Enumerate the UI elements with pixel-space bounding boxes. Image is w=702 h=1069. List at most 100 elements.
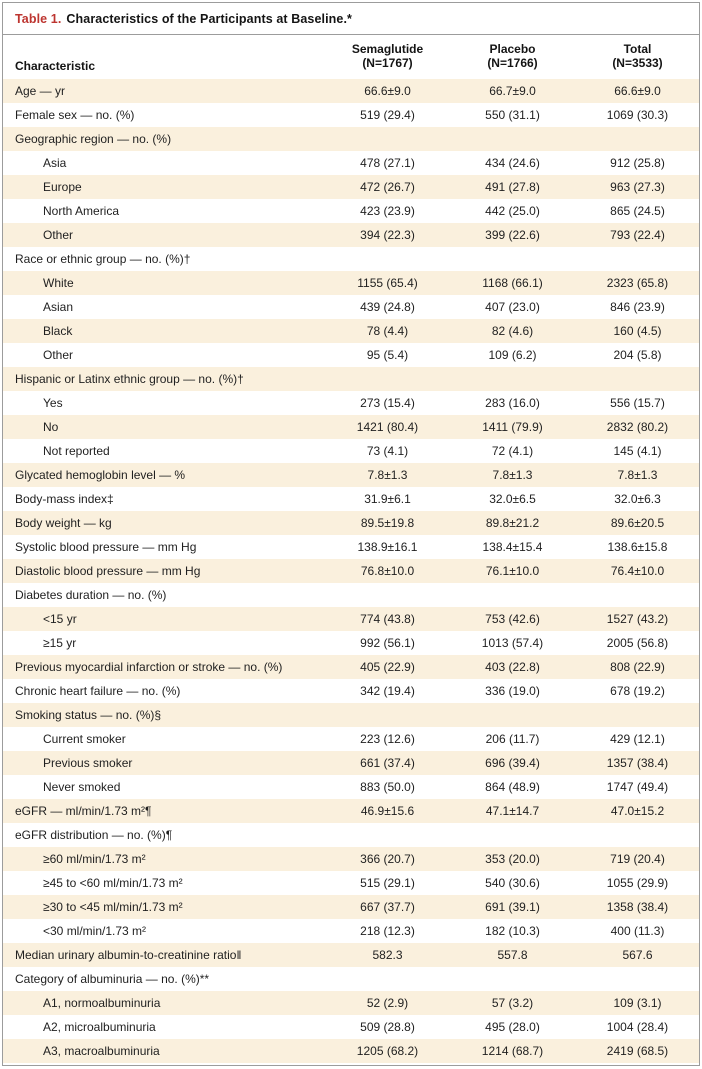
cell-value: 719 (20.4) bbox=[610, 852, 665, 866]
cell-value: 691 (39.1) bbox=[485, 900, 540, 914]
cell-value: 2419 (68.5) bbox=[606, 1044, 669, 1058]
cell-value bbox=[325, 583, 450, 607]
row-label: A2, microalbuminuria bbox=[43, 1020, 156, 1034]
cell-value: 407 (23.0) bbox=[485, 300, 540, 314]
row-label: Current smoker bbox=[43, 732, 126, 746]
cell-value bbox=[450, 967, 575, 991]
row-label: <15 yr bbox=[43, 612, 77, 626]
cell-value: 434 (24.6) bbox=[485, 156, 540, 170]
table-row: No 1421 (80.4) 1411 (79.9) 2832 (80.2) bbox=[3, 415, 699, 439]
table-row: <15 yr 774 (43.8) 753 (42.6) 1527 (43.2) bbox=[3, 607, 699, 631]
cell-value: 808 (22.9) bbox=[610, 660, 665, 674]
header-group-n: (N=3533) bbox=[612, 56, 663, 70]
cell-value: 57 (3.2) bbox=[491, 996, 534, 1010]
cell-value: 46.9±15.6 bbox=[360, 804, 415, 818]
table-row: Category of albuminuria — no. (%)** bbox=[3, 967, 699, 991]
cell-value: 864 (48.9) bbox=[485, 780, 540, 794]
cell-value: 439 (24.8) bbox=[360, 300, 415, 314]
cell-value: 138.6±15.8 bbox=[607, 540, 668, 554]
cell-value: 1527 (43.2) bbox=[606, 612, 669, 626]
table-row: Chronic heart failure — no. (%) 342 (19.4… bbox=[3, 679, 699, 703]
table-row: Smoking status — no. (%)§ bbox=[3, 703, 699, 727]
cell-value bbox=[450, 247, 575, 271]
row-label: Chronic heart failure — no. (%) bbox=[15, 684, 181, 698]
cell-value: 7.8±1.3 bbox=[367, 468, 408, 482]
cell-value: 883 (50.0) bbox=[360, 780, 415, 794]
cell-value: 76.1±10.0 bbox=[485, 564, 540, 578]
table-row: Black 78 (4.4) 82 (4.6) 160 (4.5) bbox=[3, 319, 699, 343]
cell-value: 89.8±21.2 bbox=[485, 516, 540, 530]
cell-value: 515 (29.1) bbox=[360, 876, 415, 890]
row-label: Yes bbox=[43, 396, 63, 410]
cell-value: 495 (28.0) bbox=[485, 1020, 540, 1034]
cell-value: 66.7±9.0 bbox=[489, 84, 536, 98]
cell-value: 72 (4.1) bbox=[491, 444, 534, 458]
cell-value: 1411 (79.9) bbox=[482, 420, 543, 434]
table-row: Hispanic or Latinx ethnic group — no. (%… bbox=[3, 367, 699, 391]
row-label: Median urinary albumin-to-creatinine rat… bbox=[15, 948, 242, 962]
row-label: Other bbox=[43, 228, 74, 242]
row-label: Previous smoker bbox=[43, 756, 133, 770]
table-row: Other 394 (22.3) 399 (22.6) 793 (22.4) bbox=[3, 223, 699, 247]
cell-value: 753 (42.6) bbox=[485, 612, 540, 626]
cell-value: 1055 (29.9) bbox=[606, 876, 669, 890]
cell-value: 1214 (68.7) bbox=[481, 1044, 544, 1058]
table-row: Other 95 (5.4) 109 (6.2) 204 (5.8) bbox=[3, 343, 699, 367]
header-group-name: Semaglutide bbox=[351, 42, 424, 56]
cell-value: 353 (20.0) bbox=[485, 852, 540, 866]
cell-value bbox=[325, 247, 450, 271]
table-row: Current smoker 223 (12.6) 206 (11.7) 429 (1… bbox=[3, 727, 699, 751]
table-row: ≥45 to <60 ml/min/1.73 m² 515 (29.1) 540 (… bbox=[3, 871, 699, 895]
row-label: Glycated hemoglobin level — % bbox=[15, 468, 186, 482]
header-characteristic: Characteristic bbox=[3, 35, 325, 79]
cell-value: 1155 (65.4) bbox=[357, 276, 418, 290]
table-body: Age — yr 66.6±9.0 66.7±9.0 66.6±9.0 Female s… bbox=[3, 79, 699, 1063]
cell-value: 76.4±10.0 bbox=[610, 564, 665, 578]
row-label: ≥30 to <45 ml/min/1.73 m² bbox=[43, 900, 183, 914]
row-label: Asia bbox=[43, 156, 67, 170]
cell-value bbox=[450, 703, 575, 727]
cell-value: 519 (29.4) bbox=[360, 108, 415, 122]
table-row: Glycated hemoglobin level — % 7.8±1.3 7.8±… bbox=[3, 463, 699, 487]
cell-value: 405 (22.9) bbox=[360, 660, 415, 674]
cell-value: 145 (4.1) bbox=[613, 444, 662, 458]
cell-value: 394 (22.3) bbox=[360, 228, 415, 242]
row-label: Category of albuminuria — no. (%)** bbox=[15, 972, 210, 986]
table-row: A3, macroalbuminuria 1205 (68.2) 1214 (68.… bbox=[3, 1039, 699, 1063]
table-row: White 1155 (65.4) 1168 (66.1) 2323 (65.8) bbox=[3, 271, 699, 295]
table-row: Diastolic blood pressure — mm Hg 76.8±10.… bbox=[3, 559, 699, 583]
row-label: Europe bbox=[43, 180, 82, 194]
row-label: Previous myocardial infarction or stroke… bbox=[15, 660, 283, 674]
cell-value: 95 (5.4) bbox=[366, 348, 409, 362]
table-row: Asian 439 (24.8) 407 (23.0) 846 (23.9) bbox=[3, 295, 699, 319]
table-row: eGFR distribution — no. (%)¶ bbox=[3, 823, 699, 847]
table-row: ≥30 to <45 ml/min/1.73 m² 667 (37.7) 691 (… bbox=[3, 895, 699, 919]
cell-value: 550 (31.1) bbox=[485, 108, 540, 122]
row-label: Other bbox=[43, 348, 74, 362]
table-row: Geographic region — no. (%) bbox=[3, 127, 699, 151]
row-label: <30 ml/min/1.73 m² bbox=[43, 924, 147, 938]
row-label: ≥15 yr bbox=[43, 636, 77, 650]
cell-value: 478 (27.1) bbox=[360, 156, 415, 170]
table-row: Never smoked 883 (50.0) 864 (48.9) 1747 (49… bbox=[3, 775, 699, 799]
cell-value: 78 (4.4) bbox=[366, 324, 409, 338]
cell-value: 32.0±6.3 bbox=[614, 492, 661, 506]
table-row: North America 423 (23.9) 442 (25.0) 865 (24… bbox=[3, 199, 699, 223]
cell-value bbox=[450, 583, 575, 607]
cell-value bbox=[575, 583, 699, 607]
cell-value: 66.6±9.0 bbox=[364, 84, 411, 98]
row-label: White bbox=[43, 276, 74, 290]
cell-value: 52 (2.9) bbox=[366, 996, 409, 1010]
cell-value: 793 (22.4) bbox=[610, 228, 665, 242]
header-group-name: Placebo bbox=[489, 42, 536, 56]
table-row: A1, normoalbuminuria 52 (2.9) 57 (3.2) 109 … bbox=[3, 991, 699, 1015]
table-row: Not reported 73 (4.1) 72 (4.1) 145 (4.1) bbox=[3, 439, 699, 463]
cell-value: 423 (23.9) bbox=[360, 204, 415, 218]
cell-value: 366 (20.7) bbox=[360, 852, 415, 866]
cell-value: 31.9±6.1 bbox=[364, 492, 411, 506]
row-label: Systolic blood pressure — mm Hg bbox=[15, 540, 197, 554]
cell-value bbox=[325, 367, 450, 391]
table-title: Table 1. Characteristics of the Particip… bbox=[3, 3, 699, 35]
cell-value: 273 (15.4) bbox=[360, 396, 415, 410]
row-label: Smoking status — no. (%)§ bbox=[15, 708, 162, 722]
